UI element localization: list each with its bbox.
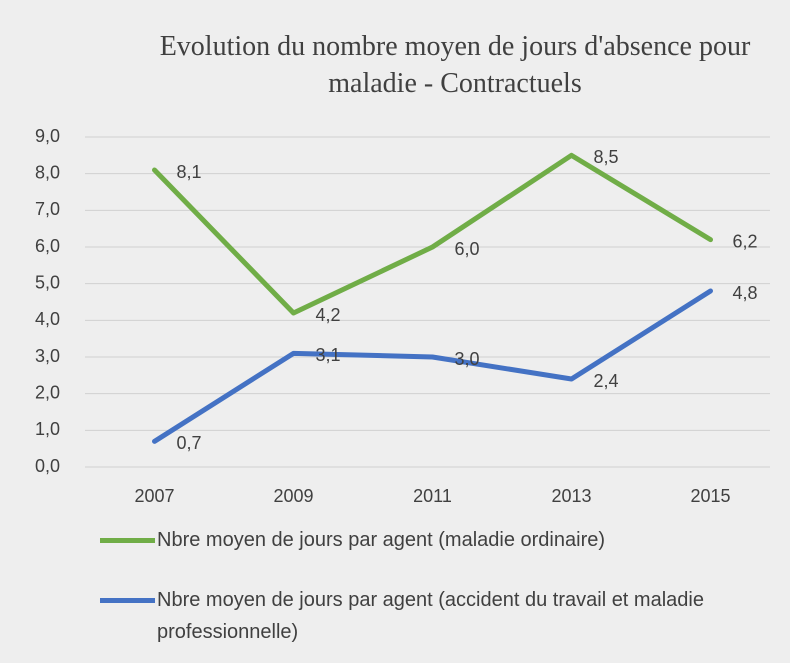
legend-label: Nbre moyen de jours par agent (accident … [157, 589, 704, 643]
y-tick-label: 6,0 [35, 236, 60, 256]
y-tick-label: 7,0 [35, 199, 60, 219]
data-label: 6,2 [733, 231, 758, 251]
series-line [152, 288, 713, 444]
y-tick-label: 4,0 [35, 309, 60, 329]
x-tick-label: 2011 [413, 486, 452, 506]
chart-title: Evolution du nombre moyen de jours d'abs… [159, 31, 751, 99]
y-tick-label: 1,0 [35, 419, 60, 439]
series-line [152, 152, 713, 316]
x-tick-label: 2009 [273, 486, 313, 506]
legend-swatch [100, 598, 155, 603]
y-tick-label: 9,0 [35, 126, 60, 146]
x-tick-label: 2013 [551, 486, 591, 506]
legend-entry: Nbre moyen de jours par agent (maladie o… [100, 524, 760, 556]
x-tick-label: 2007 [134, 486, 174, 506]
y-tick-label: 8,0 [35, 162, 60, 182]
data-label: 0,7 [177, 433, 202, 453]
data-label: 8,1 [177, 162, 202, 182]
legend-entry: Nbre moyen de jours par agent (accident … [100, 584, 760, 648]
y-tick-label: 5,0 [35, 272, 60, 292]
legend-label: Nbre moyen de jours par agent (maladie o… [157, 529, 606, 551]
data-label: 6,0 [455, 239, 480, 259]
data-label: 3,1 [316, 345, 341, 365]
legend-swatch [100, 538, 155, 543]
data-label: 4,8 [733, 283, 758, 303]
data-label: 2,4 [594, 371, 619, 391]
x-tick-label: 2015 [690, 486, 730, 506]
y-tick-label: 3,0 [35, 346, 60, 366]
data-label: 8,5 [594, 147, 619, 167]
data-label: 3,0 [455, 349, 480, 369]
y-tick-label: 0,0 [35, 456, 60, 476]
y-tick-label: 2,0 [35, 382, 60, 402]
data-label: 4,2 [316, 305, 341, 325]
